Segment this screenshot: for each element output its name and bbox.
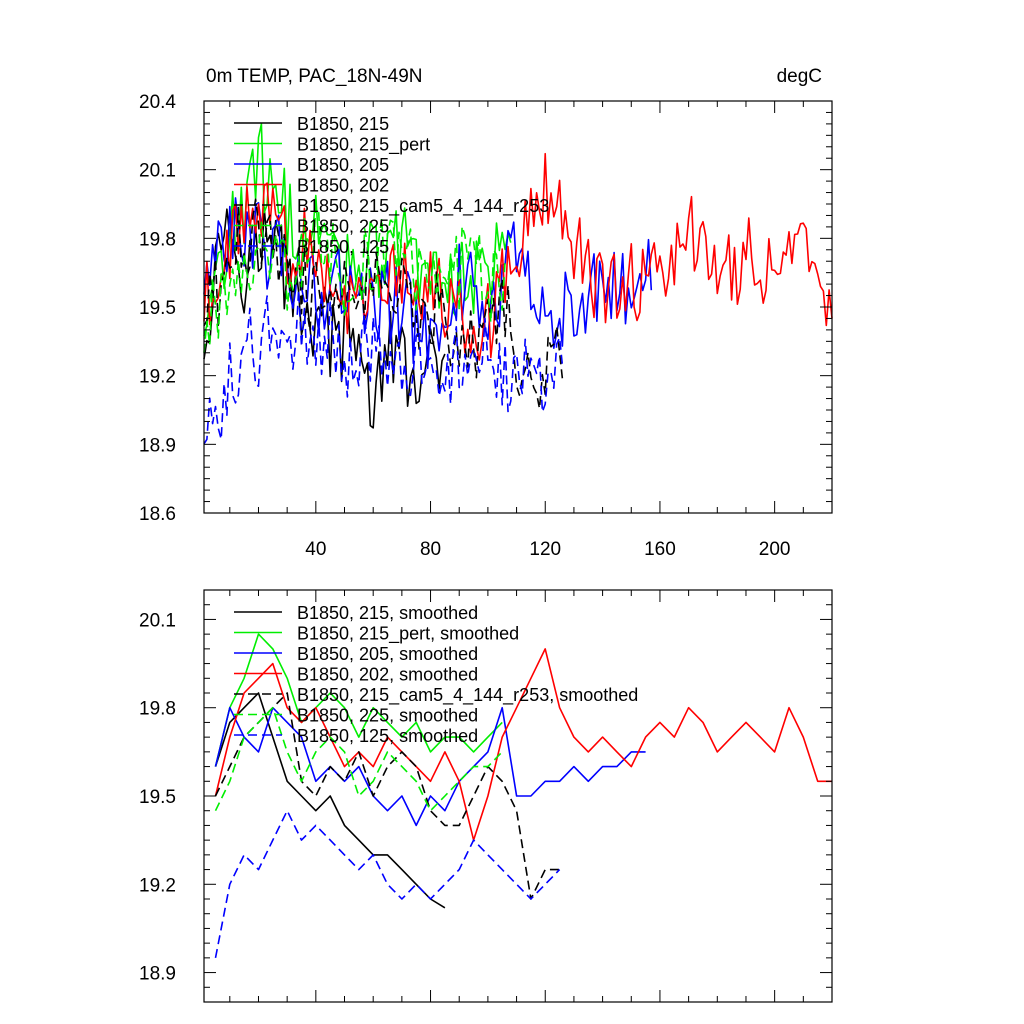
y-tick-label: 19.5 [139,787,176,808]
legend-label: B1850, 205, smoothed [297,644,478,664]
x-tick-label: 120 [529,539,561,560]
legend-label: B1850, 125, smoothed [297,726,478,746]
x-tick-label: 80 [420,539,441,560]
series-line [203,289,564,445]
panel1-plot-frame [203,100,833,514]
series-line [214,633,503,767]
panel2-ticks: 18.9 19.2 19.5 19.8 20.1 [139,589,833,1003]
panel2-series-group [214,633,832,959]
legend-label: B1850, 202 [297,176,389,196]
series-line [214,648,832,841]
y-tick-label: 18.9 [139,964,176,985]
legend-label: B1850, 202, smoothed [297,665,478,685]
legend-label: B1850, 215, smoothed [297,603,478,623]
y-tick-label: 19.8 [139,699,176,720]
bottom-panel: 18.9 19.2 19.5 19.8 20.1 B1850, 215, smoothe… [139,589,833,1003]
series-line [214,706,503,812]
x-tick-label: 200 [759,539,791,560]
legend-label: B1850, 205 [297,155,389,175]
series-line [203,198,564,410]
y-tick-label: 19.2 [139,875,176,896]
panel1-ticks: 18.6 18.9 19.2 19.5 19.8 20.1 20.4 40 80 120 160 20… [139,92,833,560]
y-tick-label: 20.4 [139,92,176,113]
y-tick-label: 19.8 [139,229,176,250]
legend-label: B1850, 215_pert [297,135,430,156]
series-line [214,809,561,959]
series-line [214,692,446,909]
legend-label: B1850, 215_cam5_4_144_r253 [297,196,549,217]
legend-label: B1850, 215_pert, smoothed [297,624,519,645]
legend-label: B1850, 215_cam5_4_144_r253, smoothed [297,685,638,706]
legend-label: B1850, 215 [297,114,389,134]
y-tick-label: 19.5 [139,298,176,319]
panel1-title-left: 0m TEMP, PAC_18N-49N [206,66,422,87]
series-line [203,152,833,361]
x-tick-label: 160 [644,539,676,560]
legend-label: B1850, 125 [297,237,389,257]
series-line [203,197,653,370]
y-tick-label: 20.1 [139,610,176,631]
panel1-title-right: degC [777,66,822,87]
legend-label: B1850, 225, smoothed [297,706,478,726]
series-line [203,205,506,353]
y-tick-label: 18.9 [139,435,176,456]
series-line [214,706,646,827]
x-tick-label: 40 [305,539,326,560]
panel1-series-group [203,123,833,445]
panel2-plot-frame [203,589,833,1003]
series-line [203,206,446,429]
legend-label: B1850, 225 [297,217,389,237]
top-panel: 0m TEMP, PAC_18N-49N degC 18.6 18.9 19.2 19… [139,66,833,560]
y-tick-label: 20.1 [139,161,176,182]
y-tick-label: 19.2 [139,367,176,388]
y-tick-label: 18.6 [139,504,176,525]
